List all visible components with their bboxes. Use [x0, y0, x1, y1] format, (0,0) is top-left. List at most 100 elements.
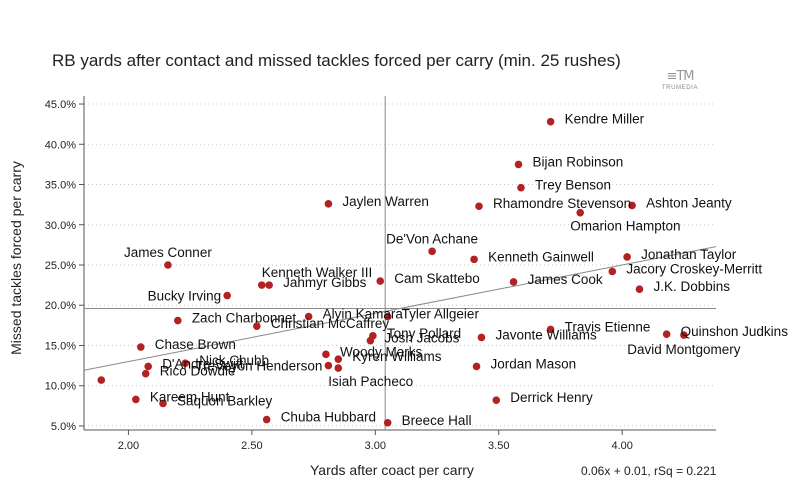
data-point: [509, 278, 518, 286]
data-point: [608, 267, 617, 276]
data-point: [635, 285, 644, 293]
trumedia-logo-icon: ≡TM: [666, 69, 694, 84]
point-label: Derrick Henry: [510, 390, 593, 405]
point-label: Breece Hall: [402, 413, 472, 428]
point-label: Rhamondre Stevenson: [493, 196, 631, 211]
point-label: Bijan Robinson: [533, 154, 624, 169]
data-point: [628, 201, 636, 210]
x-axis-label: Yards after coact per carry: [310, 462, 474, 478]
data-point: [324, 200, 333, 208]
point-label: Jonathan Taylor: [641, 247, 737, 262]
point-label: Tyler Allgeier: [402, 307, 480, 322]
point-label: Christian McCaffrey: [271, 316, 390, 331]
point-label: Zach Charbonnet: [192, 311, 297, 326]
data-point: [322, 350, 330, 359]
y-tick-label: 10.0%: [45, 381, 76, 393]
y-tick-label: 35.0%: [45, 180, 76, 192]
point-label: Trey Benson: [535, 178, 611, 193]
x-tick-label: 2.00: [118, 440, 139, 452]
point-label: TreVeyon Henderson: [195, 359, 322, 374]
data-point: [141, 369, 150, 378]
data-point: [132, 395, 140, 404]
point-label: D'Andre Swift: [162, 356, 244, 371]
data-point: [181, 359, 190, 367]
x-tick-label: 2.50: [241, 440, 262, 452]
data-point: [174, 316, 182, 325]
point-label: Alvin Kamara: [323, 307, 404, 322]
trumedia-logo: ≡TM TRUMEDIA: [655, 70, 705, 92]
point-label: Kyren Williams: [352, 349, 442, 364]
data-point: [334, 355, 343, 363]
data-point: [514, 160, 523, 169]
data-point: [136, 343, 145, 351]
data-point: [546, 325, 555, 334]
y-tick-label: 40.0%: [45, 139, 76, 151]
point-label: Quinshon Judkins: [681, 324, 789, 339]
point-label: Chase Brown: [155, 337, 236, 352]
point-label: Nick Chubb: [199, 353, 269, 368]
data-point: [366, 336, 375, 345]
data-point: [159, 399, 167, 408]
data-point: [262, 415, 271, 424]
point-label: Jordan Mason: [491, 356, 577, 371]
data-point: [383, 312, 392, 321]
trendline-equation: 0.06x + 0.01, rSq = 0.221: [581, 464, 717, 478]
data-point: [223, 291, 231, 300]
trendline: [83, 246, 717, 371]
chart-title: RB yards after contact and missed tackle…: [52, 51, 621, 70]
data-point: [144, 362, 152, 371]
y-tick-label: 45.0%: [45, 99, 76, 111]
data-point: [304, 312, 313, 321]
point-label: Bucky Irving: [148, 289, 222, 304]
point-label: Jahmyr Gibbs: [283, 275, 367, 290]
y-tick-label: 5.0%: [51, 421, 76, 433]
data-point: [475, 202, 483, 211]
point-label: Kenneth Gainwell: [488, 249, 594, 264]
point-label: Saquon Barkley: [177, 393, 273, 408]
point-label: Isiah Pacheco: [328, 374, 413, 389]
y-tick-label: 20.0%: [45, 300, 76, 312]
point-label: David Montgomery: [627, 342, 741, 357]
point-label: Travis Etienne: [565, 319, 651, 334]
data-point: [576, 208, 585, 217]
x-tick-label: 3.50: [488, 440, 509, 452]
point-label: Kareem Hunt: [150, 389, 230, 404]
point-label: Chuba Hubbard: [281, 410, 376, 425]
point-label: Jacory Croskey-Merritt: [626, 261, 762, 276]
point-label: Kenneth Walker III: [262, 265, 373, 280]
y-tick-label: 25.0%: [45, 260, 76, 272]
point-label: James Cook: [528, 272, 603, 287]
point-label: Javonte Williams: [495, 327, 597, 342]
point-label: Woody Marks: [340, 344, 423, 359]
data-point: [334, 364, 343, 372]
data-point: [253, 322, 261, 330]
point-label: James Conner: [124, 245, 212, 260]
data-point: [546, 117, 555, 126]
y-tick-label: 15.0%: [45, 340, 76, 352]
data-point: [164, 261, 172, 269]
data-point: [470, 255, 478, 264]
point-label: Josh Jacobs: [384, 331, 459, 346]
data-point: [265, 281, 273, 289]
trumedia-logo-text: TRUMEDIA: [661, 85, 699, 91]
data-point: [492, 396, 501, 405]
data-point: [257, 281, 266, 289]
y-tick-label: 30.0%: [45, 220, 76, 232]
data-point: [472, 362, 481, 371]
x-tick-label: 3.00: [365, 440, 386, 452]
y-axis-label: Missed tackles forced per carry: [8, 161, 24, 355]
point-label: Tony Pollard: [387, 326, 461, 341]
data-point: [517, 183, 525, 192]
point-label: Omarion Hampton: [570, 219, 680, 234]
data-point: [383, 418, 392, 427]
point-label: Ashton Jeanty: [646, 195, 732, 210]
point-label: Cam Skattebo: [394, 271, 480, 286]
data-point: [623, 253, 631, 261]
point-label: Rico Dowdle: [160, 364, 236, 379]
data-point: [97, 376, 106, 384]
point-label: Jaylen Warren: [342, 194, 429, 209]
data-point: [324, 361, 333, 370]
point-label: Kendre Miller: [565, 112, 645, 127]
data-point: [680, 331, 688, 339]
